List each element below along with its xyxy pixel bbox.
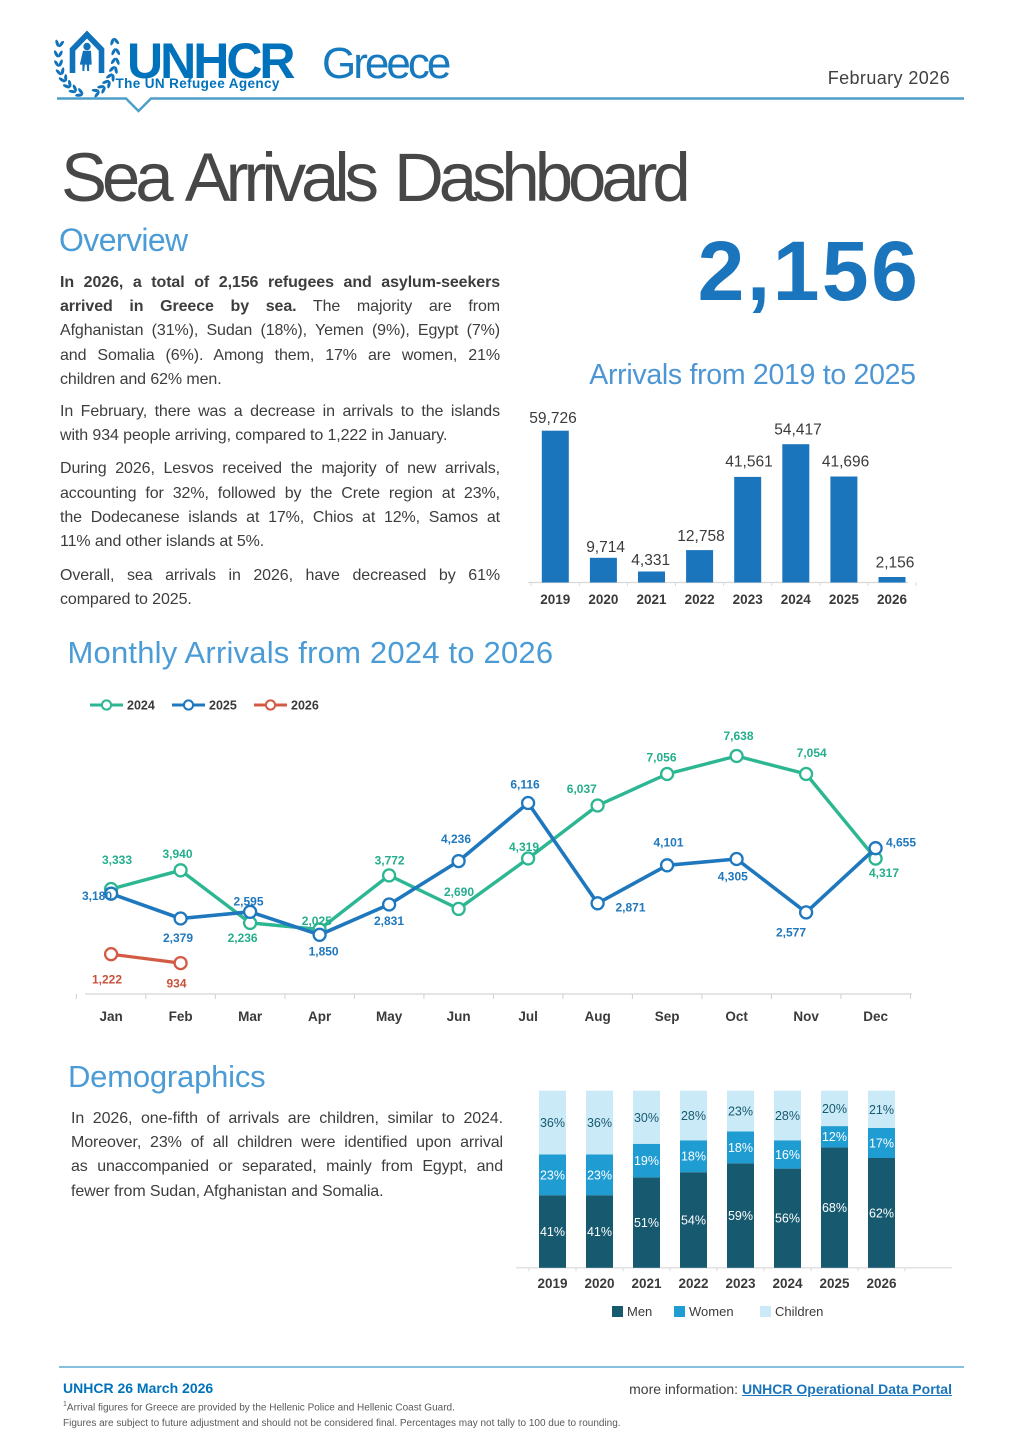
svg-text:Men: Men xyxy=(627,1304,652,1319)
svg-text:2025: 2025 xyxy=(209,699,237,713)
svg-text:62%: 62% xyxy=(869,1206,894,1220)
svg-text:Feb: Feb xyxy=(169,1009,193,1024)
svg-text:7,056: 7,056 xyxy=(646,751,676,765)
svg-text:6,116: 6,116 xyxy=(510,777,540,791)
svg-text:23%: 23% xyxy=(540,1168,565,1182)
svg-text:12%: 12% xyxy=(822,1130,847,1144)
svg-text:2025: 2025 xyxy=(819,1276,850,1291)
svg-text:Dec: Dec xyxy=(863,1009,888,1024)
svg-text:2,595: 2,595 xyxy=(233,895,263,909)
svg-text:36%: 36% xyxy=(540,1116,565,1130)
svg-text:2,379: 2,379 xyxy=(163,931,193,945)
svg-text:3,333: 3,333 xyxy=(102,853,132,867)
svg-text:Apr: Apr xyxy=(308,1009,332,1024)
svg-text:2023: 2023 xyxy=(733,592,764,607)
svg-text:4,331: 4,331 xyxy=(631,552,670,569)
svg-text:23%: 23% xyxy=(728,1105,753,1119)
svg-text:Aug: Aug xyxy=(584,1009,610,1024)
svg-text:21%: 21% xyxy=(869,1103,894,1117)
svg-text:2024: 2024 xyxy=(781,592,812,607)
svg-text:Mar: Mar xyxy=(238,1009,263,1024)
svg-text:19%: 19% xyxy=(634,1154,659,1168)
svg-text:6,037: 6,037 xyxy=(567,782,597,796)
svg-text:9,714: 9,714 xyxy=(586,539,625,556)
svg-text:3,772: 3,772 xyxy=(375,854,405,868)
svg-text:54%: 54% xyxy=(681,1214,706,1228)
svg-text:17%: 17% xyxy=(869,1136,894,1150)
svg-text:934: 934 xyxy=(166,977,186,991)
svg-text:2024: 2024 xyxy=(772,1276,803,1291)
svg-text:2022: 2022 xyxy=(678,1276,708,1291)
svg-text:Jan: Jan xyxy=(99,1009,122,1024)
svg-text:Oct: Oct xyxy=(725,1009,748,1024)
svg-text:28%: 28% xyxy=(775,1109,800,1123)
svg-text:41,696: 41,696 xyxy=(822,454,869,471)
svg-text:2025: 2025 xyxy=(829,592,860,607)
svg-text:4,305: 4,305 xyxy=(718,870,748,884)
svg-text:2026: 2026 xyxy=(866,1276,897,1291)
svg-text:4,236: 4,236 xyxy=(441,832,471,846)
svg-text:2021: 2021 xyxy=(636,592,667,607)
svg-text:12,758: 12,758 xyxy=(677,528,724,545)
svg-text:Children: Children xyxy=(775,1304,823,1319)
svg-text:2020: 2020 xyxy=(584,1276,614,1291)
svg-text:2023: 2023 xyxy=(725,1276,756,1291)
svg-text:2021: 2021 xyxy=(631,1276,662,1291)
svg-text:Women: Women xyxy=(689,1304,734,1319)
svg-text:56%: 56% xyxy=(775,1212,800,1226)
svg-text:41%: 41% xyxy=(540,1225,565,1239)
svg-text:7,054: 7,054 xyxy=(797,746,827,760)
svg-text:2019: 2019 xyxy=(540,592,570,607)
svg-text:30%: 30% xyxy=(634,1111,659,1125)
svg-text:4,101: 4,101 xyxy=(653,836,683,850)
svg-text:Nov: Nov xyxy=(793,1009,819,1024)
svg-text:2,577: 2,577 xyxy=(776,926,806,940)
svg-text:7,638: 7,638 xyxy=(723,729,753,743)
svg-text:41,561: 41,561 xyxy=(725,454,772,471)
svg-text:2,871: 2,871 xyxy=(615,900,645,914)
svg-text:1,222: 1,222 xyxy=(92,973,122,987)
svg-text:Jul: Jul xyxy=(518,1009,538,1024)
svg-text:2022: 2022 xyxy=(685,592,715,607)
svg-text:36%: 36% xyxy=(587,1116,612,1130)
svg-text:23%: 23% xyxy=(587,1168,612,1182)
svg-text:2,831: 2,831 xyxy=(374,914,404,928)
svg-text:2,236: 2,236 xyxy=(228,931,258,945)
svg-text:54,417: 54,417 xyxy=(774,422,821,439)
svg-text:1,850: 1,850 xyxy=(309,944,339,958)
svg-text:68%: 68% xyxy=(822,1201,847,1215)
svg-text:51%: 51% xyxy=(634,1216,659,1230)
svg-text:59,726: 59,726 xyxy=(529,410,576,427)
svg-text:2026: 2026 xyxy=(877,592,908,607)
svg-text:3,940: 3,940 xyxy=(162,847,192,861)
svg-text:Jun: Jun xyxy=(447,1009,471,1024)
svg-text:16%: 16% xyxy=(775,1148,800,1162)
svg-text:4,655: 4,655 xyxy=(886,836,916,850)
svg-text:May: May xyxy=(376,1009,403,1024)
svg-text:2024: 2024 xyxy=(127,699,155,713)
svg-text:2,025: 2,025 xyxy=(302,914,332,928)
svg-text:4,317: 4,317 xyxy=(869,866,899,880)
svg-text:41%: 41% xyxy=(587,1225,612,1239)
svg-text:28%: 28% xyxy=(681,1109,706,1123)
svg-text:3,180: 3,180 xyxy=(82,889,112,903)
svg-text:2,690: 2,690 xyxy=(444,885,474,899)
svg-text:18%: 18% xyxy=(681,1150,706,1164)
svg-text:4,319: 4,319 xyxy=(509,840,539,854)
svg-text:20%: 20% xyxy=(822,1102,847,1116)
svg-text:2026: 2026 xyxy=(291,699,319,713)
svg-text:2020: 2020 xyxy=(588,592,618,607)
svg-text:18%: 18% xyxy=(728,1141,753,1155)
svg-text:2,156: 2,156 xyxy=(876,555,915,572)
svg-text:59%: 59% xyxy=(728,1209,753,1223)
svg-text:2019: 2019 xyxy=(537,1276,567,1291)
svg-text:Sep: Sep xyxy=(655,1009,680,1024)
